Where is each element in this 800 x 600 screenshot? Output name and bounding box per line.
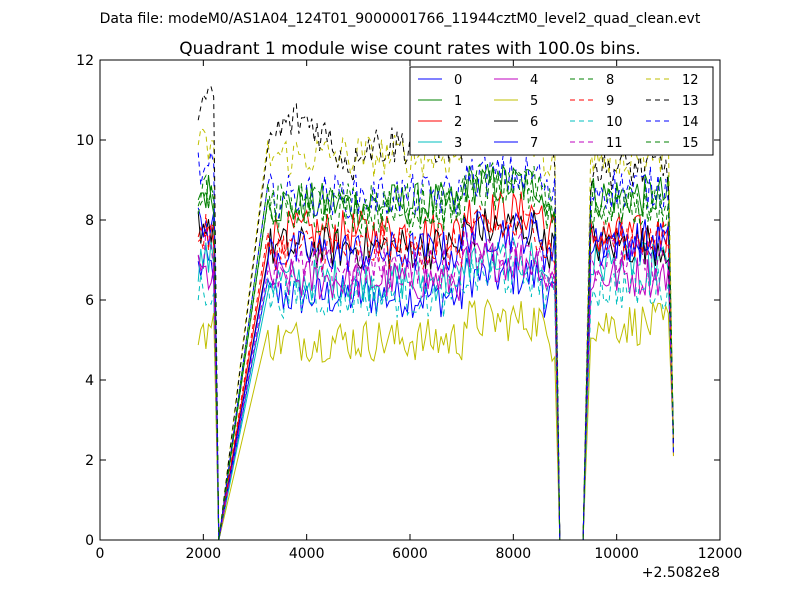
legend-label-2: 2 bbox=[454, 115, 462, 130]
y-tick-label: 12 bbox=[76, 53, 94, 69]
y-tick-label: 10 bbox=[76, 133, 94, 149]
legend-label-1: 1 bbox=[454, 94, 462, 109]
legend-label-3: 3 bbox=[454, 136, 462, 151]
series-15-line bbox=[197, 161, 674, 541]
series-7-line bbox=[197, 207, 674, 541]
series-3-line bbox=[197, 236, 674, 541]
legend-label-13: 13 bbox=[682, 94, 699, 109]
x-tick-label: 4000 bbox=[289, 546, 325, 562]
legend-label-6: 6 bbox=[530, 115, 538, 130]
x-tick-label: 8000 bbox=[496, 546, 532, 562]
legend-label-5: 5 bbox=[530, 94, 538, 109]
plot-lines bbox=[197, 86, 674, 541]
series-5-line bbox=[197, 298, 674, 541]
legend-label-14: 14 bbox=[682, 115, 699, 130]
legend-label-4: 4 bbox=[530, 73, 538, 88]
series-8-line bbox=[197, 169, 674, 541]
y-tick-label: 8 bbox=[85, 213, 94, 229]
series-2-line bbox=[197, 191, 674, 541]
legend-label-7: 7 bbox=[530, 136, 538, 151]
legend-label-11: 11 bbox=[606, 136, 623, 151]
x-tick-label: 0 bbox=[96, 546, 105, 562]
legend-label-8: 8 bbox=[606, 73, 614, 88]
y-tick-label: 0 bbox=[85, 533, 94, 549]
series-12-line bbox=[197, 112, 674, 541]
x-tick-label: 2000 bbox=[186, 546, 222, 562]
legend-label-10: 10 bbox=[606, 115, 623, 130]
legend-label-12: 12 bbox=[682, 73, 699, 88]
y-tick-label: 2 bbox=[85, 453, 94, 469]
series-11-line bbox=[197, 226, 674, 541]
data-file-label: Data file: modeM0/AS1A04_124T01_90000017… bbox=[100, 11, 701, 27]
x-tick-label: 12000 bbox=[698, 546, 743, 562]
x-tick-label: 6000 bbox=[392, 546, 428, 562]
legend-label-0: 0 bbox=[454, 73, 462, 88]
x-offset-label: +2.5082e8 bbox=[642, 565, 720, 581]
legend-label-15: 15 bbox=[682, 136, 699, 151]
legend-box bbox=[409, 66, 714, 156]
x-tick-label: 10000 bbox=[594, 546, 639, 562]
y-tick-label: 4 bbox=[85, 373, 94, 389]
series-9-line bbox=[197, 205, 674, 541]
chart-title: Quadrant 1 module wise count rates with … bbox=[179, 39, 640, 59]
series-1-line bbox=[197, 163, 674, 541]
legend-label-9: 9 bbox=[606, 94, 614, 109]
y-tick-label: 6 bbox=[85, 293, 94, 309]
x-axis: 0 2000 4000 6000 8000 10000 12000 bbox=[96, 60, 743, 562]
